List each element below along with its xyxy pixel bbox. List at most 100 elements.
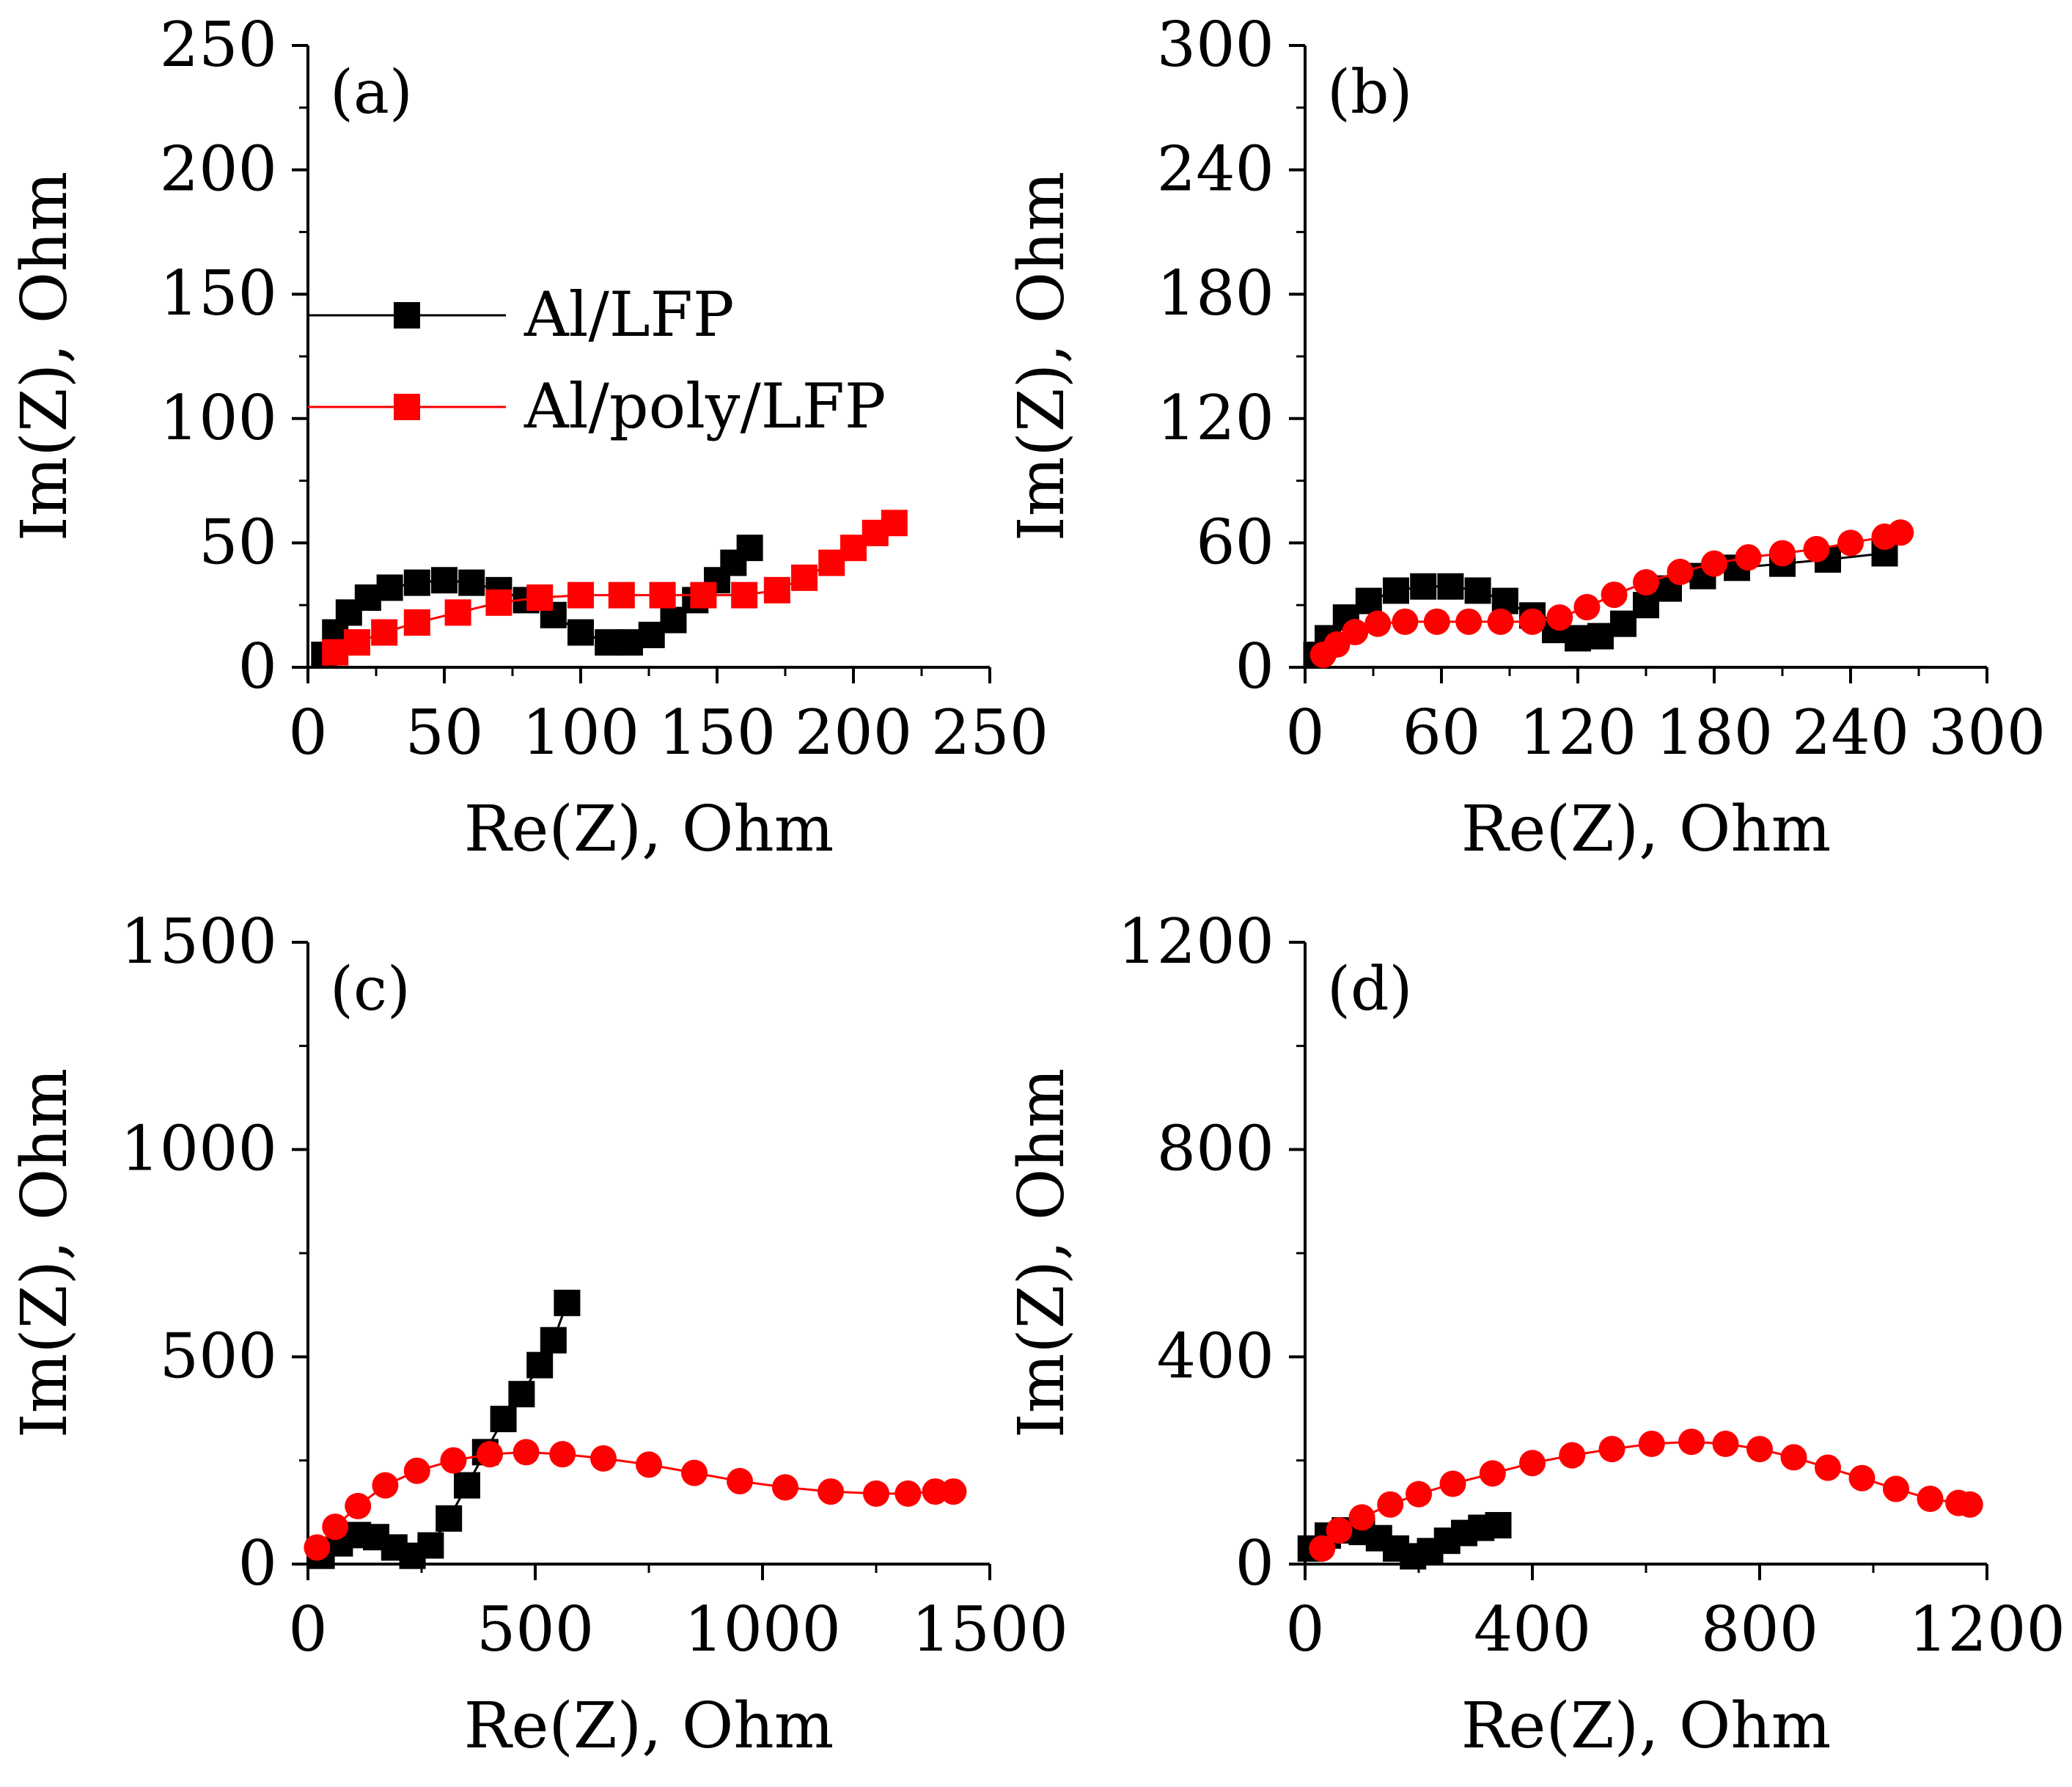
data-point bbox=[1355, 587, 1382, 614]
data-point bbox=[549, 1441, 576, 1468]
data-point bbox=[1439, 1470, 1466, 1497]
legend-marker bbox=[394, 394, 420, 420]
data-point bbox=[1601, 581, 1628, 609]
y-tick-label: 60 bbox=[1196, 506, 1274, 578]
panel-a: 0 50 100 150 200 250 0 50 100 150 200 250 Re(Z), Ohm… bbox=[8, 9, 1048, 866]
y-tick-label: 0 bbox=[238, 1527, 277, 1599]
y-tick-label: 100 bbox=[160, 382, 277, 454]
y-tick-label: 200 bbox=[160, 133, 277, 205]
data-point bbox=[772, 1474, 798, 1501]
y-tick-label: 250 bbox=[160, 9, 277, 81]
data-point bbox=[1573, 594, 1601, 621]
data-point bbox=[1464, 577, 1491, 604]
y-axis-title: Im(Z), Ohm bbox=[1005, 172, 1079, 542]
data-point bbox=[1406, 1480, 1432, 1508]
data-point bbox=[1638, 1431, 1665, 1458]
data-point bbox=[513, 1439, 540, 1466]
data-point bbox=[818, 1478, 844, 1505]
x-tick-label: 0 bbox=[288, 1593, 327, 1665]
y-tick-label: 1200 bbox=[1117, 906, 1274, 977]
data-point bbox=[1519, 608, 1546, 635]
data-point bbox=[1546, 604, 1573, 631]
data-point bbox=[508, 1381, 535, 1408]
y-tick-label: 1000 bbox=[120, 1113, 277, 1185]
y-tick-label: 50 bbox=[199, 506, 277, 578]
x-tick-label: 400 bbox=[1474, 1593, 1591, 1665]
data-point bbox=[1956, 1491, 1983, 1518]
x-axis-title: Re(Z), Ohm bbox=[464, 793, 834, 866]
y-axis-title: Im(Z), Ohm bbox=[1005, 1068, 1079, 1439]
data-point bbox=[1348, 1504, 1375, 1531]
data-point bbox=[376, 574, 403, 601]
x-tick-label: 300 bbox=[1928, 697, 2046, 768]
data-point bbox=[1746, 1436, 1773, 1463]
data-point bbox=[1633, 592, 1659, 619]
data-point bbox=[1803, 535, 1830, 562]
data-point bbox=[1519, 1450, 1546, 1477]
data-point bbox=[554, 1289, 581, 1316]
x-axis-title: Re(Z), Ohm bbox=[1461, 793, 1832, 866]
data-point bbox=[403, 569, 430, 596]
x-tick-label: 800 bbox=[1701, 1593, 1818, 1665]
data-point bbox=[1712, 1431, 1739, 1458]
data-point bbox=[736, 535, 763, 562]
x-tick-label: 60 bbox=[1403, 697, 1481, 768]
data-point bbox=[345, 1492, 372, 1519]
x-tick-label: 240 bbox=[1792, 697, 1909, 768]
data-point bbox=[1487, 608, 1514, 635]
data-point bbox=[590, 1445, 617, 1472]
data-point bbox=[454, 1472, 480, 1499]
data-point bbox=[371, 619, 398, 646]
legend-label: Al/LFP bbox=[523, 279, 734, 351]
data-point bbox=[1887, 519, 1914, 546]
data-point bbox=[403, 1457, 430, 1484]
data-point bbox=[1559, 1442, 1586, 1469]
x-tick-label: 0 bbox=[288, 697, 327, 768]
x-tick-label: 1200 bbox=[1908, 1593, 2065, 1665]
data-point bbox=[1633, 569, 1659, 596]
panel-c: 0 500 1000 1500 0 500 1000 1500 Re(Z), Ohm Im(Z),… bbox=[8, 906, 1068, 1763]
data-point bbox=[1455, 608, 1483, 635]
x-axis-title: Re(Z), Ohm bbox=[1461, 1689, 1832, 1763]
y-tick-label: 500 bbox=[160, 1320, 277, 1392]
legend-label: Al/poly/LFP bbox=[523, 370, 886, 442]
series-al-lfp bbox=[308, 1289, 581, 1569]
data-point bbox=[731, 581, 758, 609]
data-point bbox=[322, 1513, 349, 1541]
data-point bbox=[436, 1505, 463, 1532]
data-point bbox=[1667, 558, 1694, 585]
y-axis-title: Im(Z), Ohm bbox=[8, 172, 81, 542]
y-tick-label: 800 bbox=[1157, 1113, 1274, 1185]
y-tick-label: 180 bbox=[1157, 257, 1274, 329]
y-tick-label: 120 bbox=[1157, 382, 1274, 454]
data-point bbox=[540, 1327, 567, 1354]
data-point bbox=[485, 589, 513, 616]
data-point bbox=[1598, 1436, 1625, 1463]
series-al-poly-lfp bbox=[322, 510, 908, 666]
y-tick-label: 150 bbox=[160, 257, 277, 329]
data-point bbox=[1780, 1444, 1807, 1471]
data-point bbox=[372, 1472, 399, 1499]
data-point bbox=[343, 629, 370, 656]
x-tick-label: 180 bbox=[1656, 697, 1773, 768]
x-tick-label: 1000 bbox=[684, 1593, 841, 1665]
panel-label: (d) bbox=[1327, 955, 1412, 1024]
data-point bbox=[1678, 1428, 1705, 1456]
data-point bbox=[1485, 1512, 1512, 1538]
series-al-poly-lfp bbox=[1309, 519, 1914, 669]
y-tick-label: 240 bbox=[1157, 133, 1274, 205]
panel-label: (a) bbox=[330, 58, 413, 128]
data-point bbox=[403, 609, 430, 636]
panel-label: (b) bbox=[1327, 58, 1412, 128]
data-point bbox=[1883, 1475, 1909, 1502]
data-point bbox=[1423, 608, 1450, 635]
data-point bbox=[1342, 618, 1369, 645]
data-point bbox=[1701, 550, 1727, 577]
panel-label: (c) bbox=[330, 955, 411, 1024]
data-point bbox=[791, 564, 818, 591]
data-point bbox=[940, 1478, 967, 1505]
data-point bbox=[1610, 610, 1636, 637]
data-point bbox=[894, 1480, 922, 1507]
data-point bbox=[1377, 1491, 1404, 1518]
data-point bbox=[1392, 608, 1419, 635]
